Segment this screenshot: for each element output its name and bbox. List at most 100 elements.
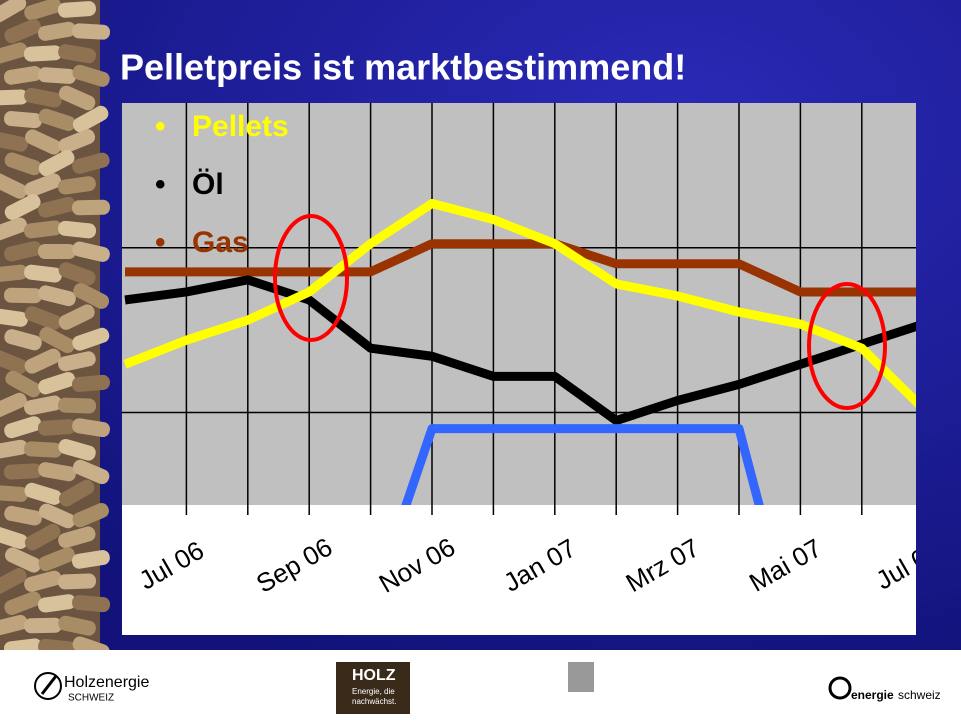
pellet (38, 67, 77, 84)
pellet (4, 329, 42, 351)
pellet (24, 441, 63, 458)
logo-icon (34, 672, 62, 700)
pellet (58, 615, 96, 636)
highlight-circle (807, 282, 887, 410)
legend-label: Pellets (192, 110, 289, 143)
legend-bullet: • (155, 168, 166, 201)
pellet (4, 18, 41, 44)
pellet (24, 523, 61, 551)
pellet (38, 244, 76, 259)
pellet (23, 45, 62, 62)
logo-box (336, 662, 410, 714)
footer (0, 650, 961, 722)
pellet (72, 595, 111, 613)
pellet (0, 308, 29, 327)
pellet (58, 129, 96, 154)
pellet (0, 264, 28, 283)
pellet (58, 439, 96, 461)
pellet (57, 176, 96, 195)
pellet (58, 397, 97, 414)
pellet (0, 131, 28, 152)
pellet (4, 591, 42, 615)
pellet (0, 568, 27, 595)
pellet (0, 485, 29, 502)
pellet (0, 42, 28, 65)
pellet (37, 594, 76, 613)
pellet (0, 0, 27, 23)
pellet (0, 217, 28, 241)
pellet (24, 348, 61, 374)
logo-text: Energie, die (352, 687, 395, 696)
pellet (58, 85, 96, 111)
pellet (38, 196, 76, 218)
pellet (38, 372, 76, 395)
series-line (123, 199, 916, 408)
pellet-image (0, 0, 111, 660)
pellet (4, 194, 41, 220)
pellet (0, 439, 28, 459)
pellet (71, 374, 110, 392)
logo-text: Holzenergie (64, 674, 149, 691)
series-line (125, 239, 916, 297)
pellet (58, 479, 95, 507)
pellet (73, 283, 110, 309)
pellet (38, 150, 75, 177)
pellet (39, 326, 75, 354)
pellet (4, 416, 42, 439)
pellet (0, 173, 28, 199)
pellet (72, 241, 110, 262)
pellet (38, 285, 76, 307)
series-line (401, 424, 764, 505)
pellet (58, 351, 96, 372)
pellet (24, 395, 62, 416)
pellet (58, 220, 97, 239)
pellet (57, 1, 96, 18)
pellet (71, 549, 110, 569)
x-axis-area (122, 505, 916, 635)
pellet (23, 220, 62, 239)
pellet (0, 526, 28, 550)
pellet (24, 0, 62, 21)
pellet (37, 21, 76, 41)
pellet (3, 463, 42, 480)
pellet (72, 152, 110, 174)
pellet (5, 370, 41, 398)
legend-bullet: • (155, 110, 166, 143)
plot-area (122, 103, 916, 505)
pellet (72, 327, 110, 351)
pellet (58, 304, 95, 330)
logo-icon (828, 676, 852, 700)
pellet (4, 505, 42, 526)
series-line (124, 275, 916, 426)
pellet (0, 89, 28, 106)
logo-box (568, 662, 594, 692)
logo-text: energie (851, 688, 894, 702)
pellet (72, 459, 110, 485)
pellet (3, 65, 42, 85)
pellet (72, 64, 110, 87)
logo-icon (40, 675, 58, 695)
logo-text: SCHWEIZ (68, 693, 114, 704)
pellet (24, 264, 63, 283)
pellet (38, 503, 76, 529)
legend-bullet: • (155, 226, 166, 259)
pellet (72, 502, 109, 528)
pellet (37, 419, 76, 436)
pellet (24, 173, 62, 197)
legend-label: Gas (192, 226, 249, 259)
slide-title: Pelletpreis ist marktbestimmend! (120, 47, 686, 88)
pellet (58, 262, 96, 286)
pellet (24, 87, 62, 108)
pellet (72, 418, 110, 438)
logo-text: nachwächst. (352, 697, 396, 706)
pellet (24, 482, 62, 505)
highlight-circle (273, 214, 349, 342)
pellet (38, 547, 76, 572)
pellet (38, 108, 76, 132)
pellet (0, 349, 28, 374)
pellet (23, 617, 62, 634)
pellet (4, 241, 42, 262)
pellet (4, 111, 43, 129)
pellet (24, 306, 62, 330)
pellet (0, 614, 28, 636)
